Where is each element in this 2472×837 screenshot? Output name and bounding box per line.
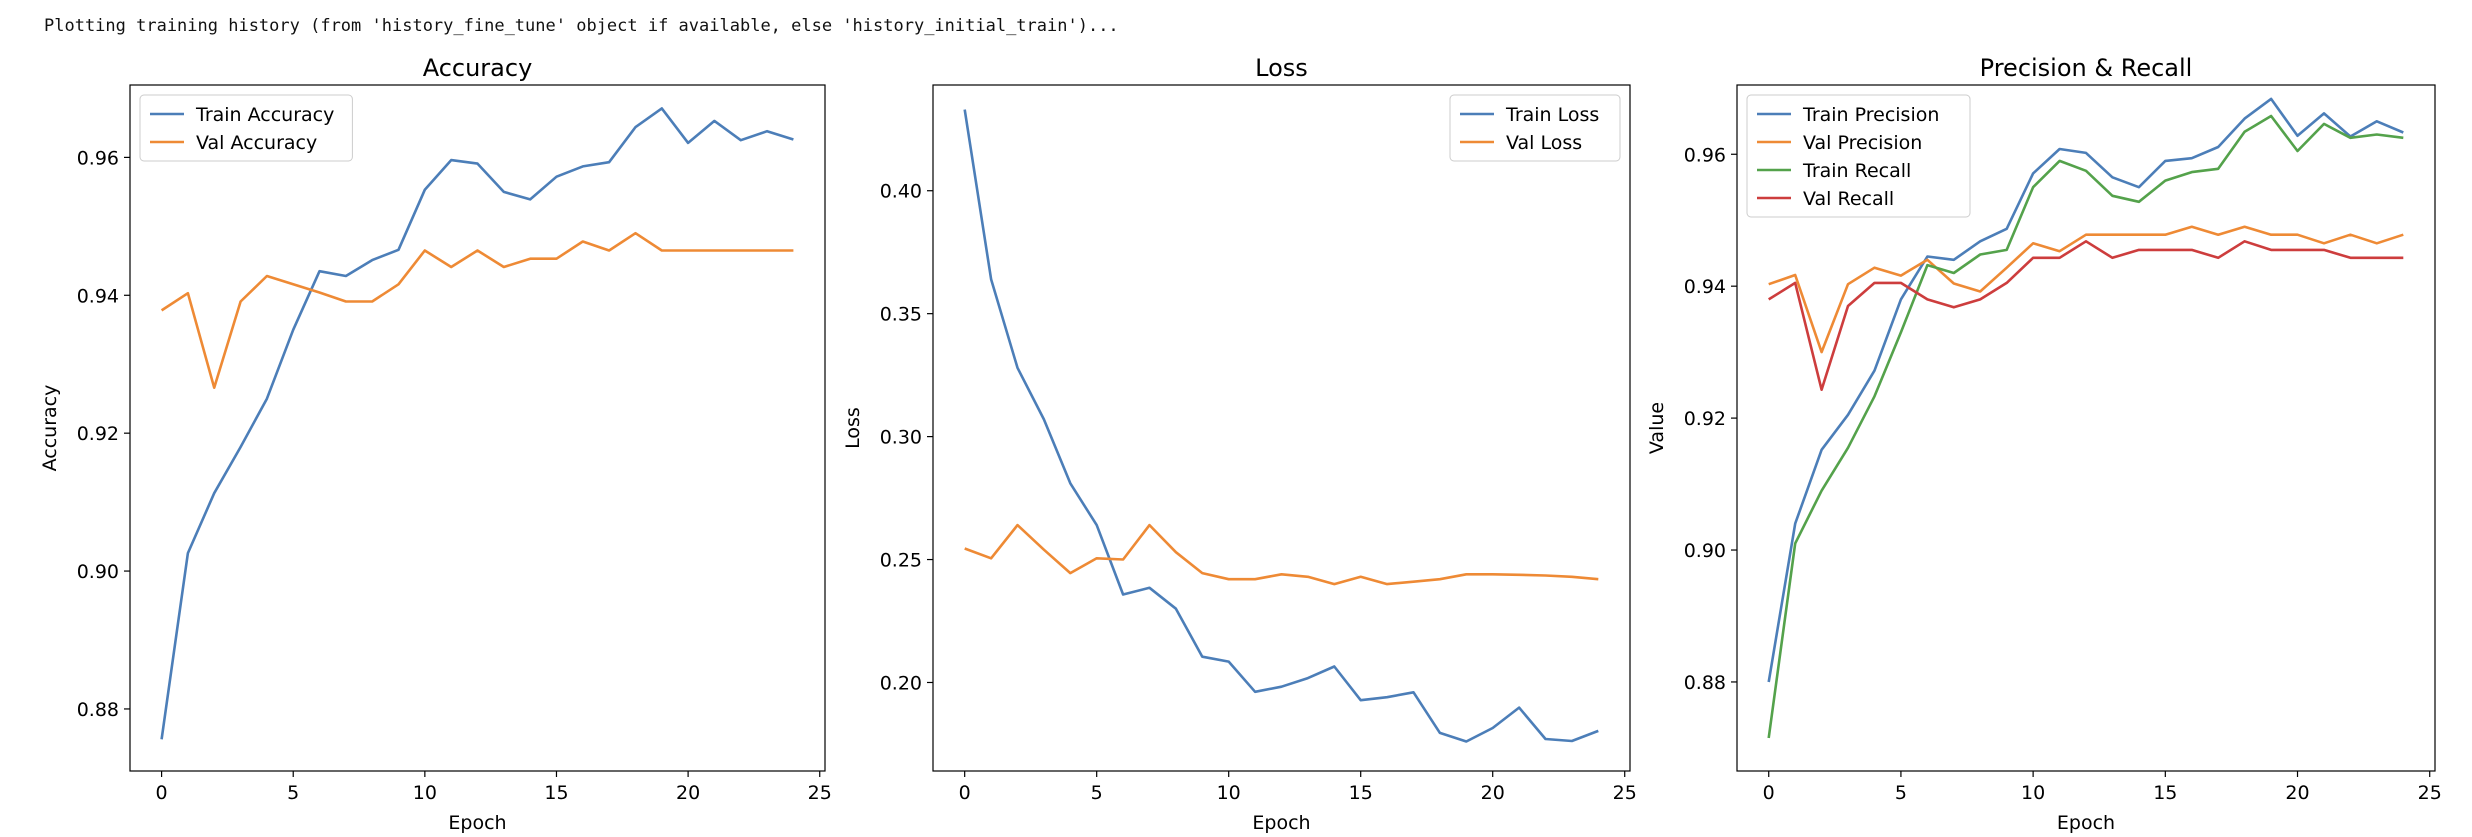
x-tick-label: 25 xyxy=(808,782,832,804)
x-tick-label: 15 xyxy=(2153,782,2177,804)
y-axis-label: Loss xyxy=(842,407,864,449)
legend-label-train-recall: Train Recall xyxy=(1802,160,1911,182)
series-line-train-precision xyxy=(1767,97,2404,683)
legend-label-train-loss: Train Loss xyxy=(1505,104,1599,126)
x-tick-label: 20 xyxy=(676,782,700,804)
y-tick-label: 0.94 xyxy=(1684,276,1726,298)
series-line-val-loss xyxy=(964,523,1599,586)
legend-label-train-accuracy: Train Accuracy xyxy=(195,104,334,126)
y-tick-label: 0.90 xyxy=(77,561,119,583)
y-tick-label: 0.88 xyxy=(77,699,119,721)
legend-box xyxy=(139,94,353,162)
y-tick-label: 0.94 xyxy=(77,285,119,307)
console-output-text: Plotting training history (from 'history… xyxy=(44,16,1119,36)
x-tick-label: 0 xyxy=(156,782,168,804)
y-tick-label: 0.96 xyxy=(77,147,119,169)
y-tick-label: 0.92 xyxy=(1684,408,1726,430)
axes-frame xyxy=(1736,84,2436,772)
legend-label-val-loss: Val Loss xyxy=(1506,132,1582,154)
x-axis-label: Epoch xyxy=(448,812,506,834)
chart-title: Accuracy xyxy=(423,54,533,82)
series-line-val-precision xyxy=(1768,225,2404,354)
y-tick-label: 0.20 xyxy=(880,672,922,694)
x-axis-label: Epoch xyxy=(2057,812,2115,834)
series-line-train-accuracy xyxy=(160,107,794,740)
x-tick-label: 10 xyxy=(413,782,437,804)
x-tick-label: 0 xyxy=(959,782,971,804)
legend-label-train-precision: Train Precision xyxy=(1802,104,1939,126)
axes-frame xyxy=(129,84,826,772)
y-tick-label: 0.96 xyxy=(1684,144,1726,166)
loss-panel: Loss 0 5 10 15 20 25 0.20 0.25 0.30 0.35 0.40 Epoch L… xyxy=(842,54,1637,834)
y-tick-label: 0.25 xyxy=(880,550,922,572)
x-tick-label: 15 xyxy=(544,782,568,804)
axes-frame xyxy=(932,84,1631,772)
legend-label-val-recall: Val Recall xyxy=(1803,188,1894,210)
x-tick-label: 10 xyxy=(1217,782,1241,804)
legend-box xyxy=(1449,94,1621,162)
chart-title: Precision & Recall xyxy=(1980,54,2193,82)
legend: Train Accuracy Val Accuracy xyxy=(139,94,353,162)
chart-title: Loss xyxy=(1255,54,1308,82)
y-axis-label: Value xyxy=(1646,402,1668,454)
y-tick-label: 0.88 xyxy=(1684,672,1726,694)
legend-label-val-accuracy: Val Accuracy xyxy=(196,132,317,154)
x-axis-label: Epoch xyxy=(1252,812,1310,834)
series-line-val-accuracy xyxy=(160,231,794,390)
y-axis-label: Accuracy xyxy=(39,385,61,472)
y-tick-label: 0.35 xyxy=(880,304,922,326)
x-tick-label: 5 xyxy=(1895,782,1907,804)
x-tick-label: 20 xyxy=(2285,782,2309,804)
series-line-train-loss xyxy=(963,109,1599,743)
legend-label-val-precision: Val Precision xyxy=(1803,132,1922,154)
x-tick-label: 20 xyxy=(1481,782,1505,804)
accuracy-panel: Accuracy 0 5 10 15 20 25 0.88 0.90 0.92 0.94 0.96 Ep… xyxy=(39,54,832,834)
y-tick-label: 0.30 xyxy=(880,427,922,449)
precision-recall-panel: Precision & Recall 0 5 10 15 20 25 0.88 0.90 0.92… xyxy=(1646,54,2442,834)
legend-box xyxy=(1746,94,1971,218)
y-tick-label: 0.40 xyxy=(880,181,922,203)
series-line-val-recall xyxy=(1768,240,2404,392)
x-tick-label: 10 xyxy=(2021,782,2045,804)
legend: Train Precision Val Precision Train Recall… xyxy=(1746,94,1971,218)
x-tick-label: 25 xyxy=(2418,782,2442,804)
x-tick-label: 5 xyxy=(1091,782,1103,804)
y-tick-label: 0.92 xyxy=(77,423,119,445)
x-tick-label: 0 xyxy=(1763,782,1775,804)
x-tick-label: 25 xyxy=(1613,782,1637,804)
x-tick-label: 15 xyxy=(1349,782,1373,804)
x-tick-label: 5 xyxy=(287,782,299,804)
series-line-train-recall xyxy=(1767,114,2404,739)
y-tick-label: 0.90 xyxy=(1684,540,1726,562)
legend: Train Loss Val Loss xyxy=(1449,94,1621,162)
